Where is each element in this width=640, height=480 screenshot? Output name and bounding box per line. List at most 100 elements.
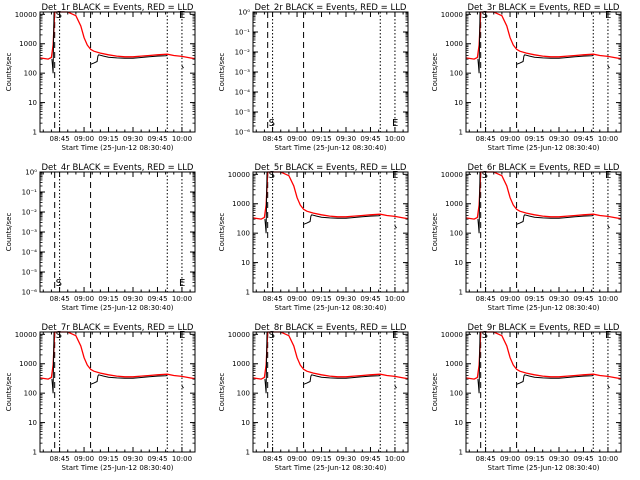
x-axis-label: Start Time (25-Jun-12 08:30:40) [488, 304, 600, 312]
y-tick-label: 10⁻⁶ [235, 129, 251, 137]
x-tick-label: 08:45 [262, 455, 282, 463]
y-axis-label: Counts/sec [431, 213, 439, 252]
y-tick-label: 1 [246, 289, 250, 297]
y-tick-label: 10⁻⁵ [235, 109, 251, 117]
y-tick-label: 100 [237, 390, 250, 398]
x-tick-label: 09:15 [524, 135, 544, 143]
x-axis-label: Start Time (25-Jun-12 08:30:40) [488, 144, 600, 152]
x-tick-label: 09:15 [98, 135, 118, 143]
x-tick-label: 09:45 [147, 135, 167, 143]
x-tick-label: 08:45 [475, 455, 495, 463]
x-axis-label: Start Time (25-Jun-12 08:30:40) [62, 144, 174, 152]
y-tick-label: 1000 [445, 40, 463, 48]
panel-title: Det_6r BLACK = Events, RED = LLD [468, 163, 620, 173]
y-tick-label: 10000 [441, 171, 463, 179]
detector-panel: Det_6r BLACK = Events, RED = LLDSE110100… [431, 163, 622, 312]
lld-series-line [465, 331, 622, 380]
events-series-line [264, 171, 268, 234]
x-tick-label: 09:30 [549, 135, 569, 143]
x-tick-label: 09:30 [336, 455, 356, 463]
x-tick-label: 09:00 [74, 135, 94, 143]
y-axis-label: Counts/sec [218, 213, 226, 252]
x-tick-label: 09:30 [336, 295, 356, 303]
events-series-line [303, 214, 381, 225]
panel-frame [465, 11, 622, 133]
start-marker-label: S [482, 10, 488, 21]
y-tick-label: 1 [459, 289, 463, 297]
panel-frame [465, 331, 622, 453]
y-tick-label: 10 [454, 259, 463, 267]
y-axis-label: Counts/sec [431, 53, 439, 92]
detector-panel: Det_1r BLACK = Events, RED = LLDSE110100… [5, 3, 196, 152]
y-tick-label: 10⁻⁴ [22, 249, 38, 257]
x-tick-label: 09:15 [98, 455, 118, 463]
y-tick-label: 10⁻³ [235, 69, 251, 77]
events-series-line [607, 65, 610, 69]
start-marker-label: S [269, 330, 275, 341]
x-tick-label: 09:30 [123, 455, 143, 463]
y-tick-label: 100 [450, 70, 463, 78]
y-tick-label: 10 [241, 419, 250, 427]
x-tick-label: 09:30 [549, 455, 569, 463]
y-tick-label: 1000 [445, 200, 463, 208]
events-series-line [394, 225, 397, 229]
start-marker-label: S [269, 118, 275, 129]
x-tick-label: 08:45 [49, 455, 69, 463]
start-marker-label: S [56, 330, 62, 341]
x-tick-label: 09:45 [360, 455, 380, 463]
detector-panel: Det_5r BLACK = Events, RED = LLDSE110100… [218, 163, 409, 312]
y-tick-label: 10 [454, 99, 463, 107]
panel-frame [465, 171, 622, 293]
x-tick-label: 09:30 [336, 135, 356, 143]
events-series-line [477, 331, 481, 394]
events-series-line [607, 225, 610, 229]
panel-title: Det_7r BLACK = Events, RED = LLD [42, 323, 194, 333]
detector-panel: Det_3r BLACK = Events, RED = LLDSE110100… [431, 3, 622, 152]
y-tick-label: 100 [24, 390, 37, 398]
y-tick-label: 1 [246, 449, 250, 457]
y-tick-label: 100 [24, 70, 37, 78]
start-marker-label: S [482, 330, 488, 341]
x-tick-label: 09:15 [524, 295, 544, 303]
panel-title: Det_4r BLACK = Events, RED = LLD [42, 163, 194, 173]
y-tick-label: 1 [459, 449, 463, 457]
detector-panel: Det_2r BLACK = Events, RED = LLD S E 10⁻⁶ 10… [218, 3, 409, 152]
events-series-line [90, 54, 168, 65]
panel-title: Det_2r BLACK = Events, RED = LLD [255, 3, 407, 13]
events-series-line [264, 331, 268, 394]
y-tick-label: 10000 [228, 331, 250, 339]
y-tick-label: 10000 [15, 11, 37, 19]
y-tick-label: 10⁻² [235, 49, 251, 57]
x-tick-label: 09:00 [287, 295, 307, 303]
panel-title: Det_8r BLACK = Events, RED = LLD [255, 323, 407, 333]
start-marker-label: S [56, 10, 62, 21]
x-tick-label: 08:45 [49, 295, 69, 303]
events-series-line [90, 374, 168, 385]
x-tick-label: 09:00 [500, 455, 520, 463]
x-tick-label: 09:45 [147, 455, 167, 463]
events-series-line [516, 214, 594, 225]
detector-panel: Det_9r BLACK = Events, RED = LLDSE110100… [431, 323, 622, 472]
events-series-line [303, 374, 381, 385]
y-tick-label: 1000 [19, 360, 37, 368]
x-axis-label: Start Time (25-Jun-12 08:30:40) [62, 464, 174, 472]
y-tick-label: 10⁻² [22, 209, 38, 217]
y-tick-label: 10 [28, 99, 37, 107]
x-tick-label: 09:30 [123, 135, 143, 143]
x-tick-label: 09:00 [287, 455, 307, 463]
events-series-line [516, 374, 594, 385]
y-tick-label: 10⁻⁴ [235, 89, 251, 97]
events-series-line [51, 11, 55, 74]
lld-series-line [39, 11, 196, 60]
x-axis-label: Start Time (25-Jun-12 08:30:40) [62, 304, 174, 312]
x-tick-label: 10:00 [385, 135, 405, 143]
x-tick-label: 08:45 [475, 135, 495, 143]
y-tick-label: 10000 [441, 331, 463, 339]
x-tick-label: 09:00 [287, 135, 307, 143]
y-tick-label: 10000 [441, 11, 463, 19]
end-marker-label: E [392, 118, 398, 129]
x-tick-label: 09:30 [123, 295, 143, 303]
y-tick-label: 100 [450, 230, 463, 238]
x-tick-label: 09:15 [311, 455, 331, 463]
y-tick-label: 1000 [232, 200, 250, 208]
